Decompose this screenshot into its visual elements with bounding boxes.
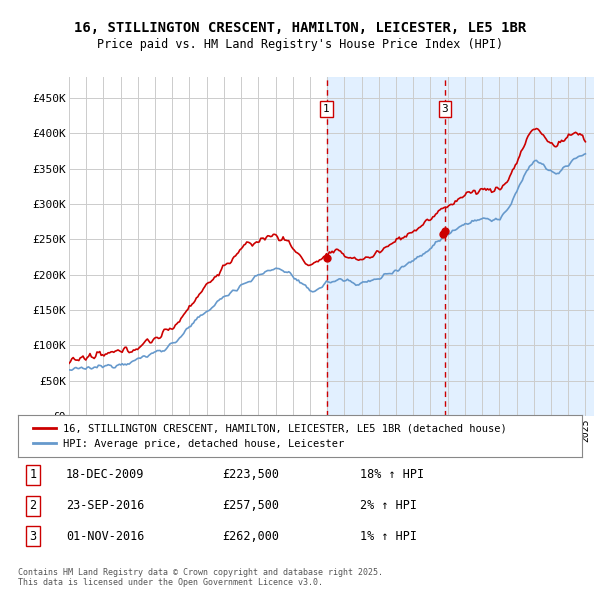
Text: £223,500: £223,500	[222, 468, 279, 481]
Text: 1: 1	[29, 468, 37, 481]
Text: 3: 3	[29, 530, 37, 543]
Text: Contains HM Land Registry data © Crown copyright and database right 2025.
This d: Contains HM Land Registry data © Crown c…	[18, 568, 383, 587]
Text: 1% ↑ HPI: 1% ↑ HPI	[360, 530, 417, 543]
Text: 18% ↑ HPI: 18% ↑ HPI	[360, 468, 424, 481]
Text: Price paid vs. HM Land Registry's House Price Index (HPI): Price paid vs. HM Land Registry's House …	[97, 38, 503, 51]
Text: 18-DEC-2009: 18-DEC-2009	[66, 468, 145, 481]
Text: £262,000: £262,000	[222, 530, 279, 543]
Text: £257,500: £257,500	[222, 499, 279, 512]
Bar	[326, 77, 600, 416]
Text: 2: 2	[29, 499, 37, 512]
Text: 2% ↑ HPI: 2% ↑ HPI	[360, 499, 417, 512]
Legend: 16, STILLINGTON CRESCENT, HAMILTON, LEICESTER, LE5 1BR (detached house), HPI: Av: 16, STILLINGTON CRESCENT, HAMILTON, LEIC…	[29, 419, 511, 453]
Text: 3: 3	[442, 104, 448, 114]
Text: 16, STILLINGTON CRESCENT, HAMILTON, LEICESTER, LE5 1BR: 16, STILLINGTON CRESCENT, HAMILTON, LEIC…	[74, 21, 526, 35]
Text: 23-SEP-2016: 23-SEP-2016	[66, 499, 145, 512]
Text: 1: 1	[323, 104, 330, 114]
Text: 01-NOV-2016: 01-NOV-2016	[66, 530, 145, 543]
